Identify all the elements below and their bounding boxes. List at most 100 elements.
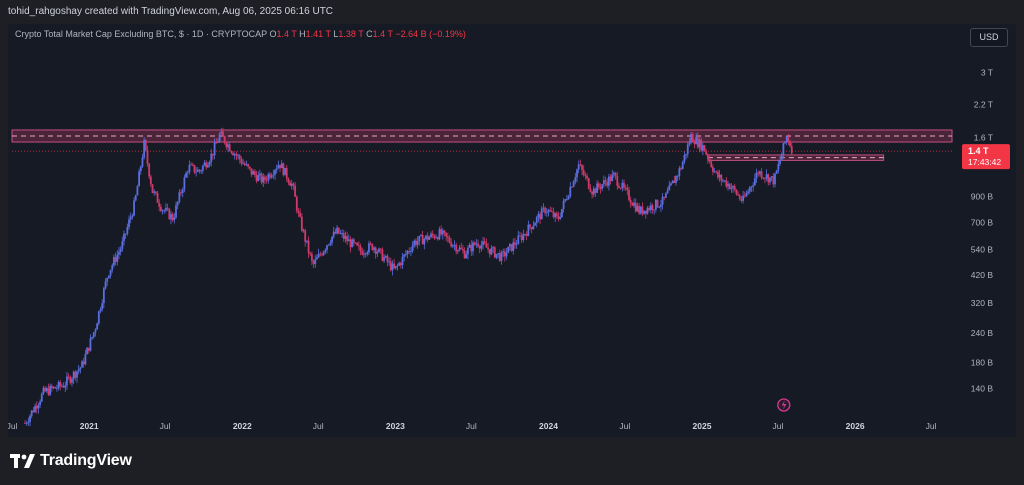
candle-body: [607, 176, 610, 186]
price-axis[interactable]: [952, 24, 1016, 437]
candle: [654, 199, 657, 213]
candle-body: [341, 233, 344, 234]
candle: [305, 240, 308, 244]
candle: [253, 169, 256, 178]
candle-body: [87, 347, 90, 351]
candle-body: [97, 311, 100, 324]
candle: [785, 135, 788, 146]
candle: [302, 228, 305, 233]
candle: [477, 239, 479, 249]
candle: [86, 346, 88, 355]
candle: [151, 184, 154, 194]
candle-body: [381, 249, 384, 261]
candle: [102, 286, 105, 309]
y-tick-label: 320 B: [971, 298, 994, 308]
candle-body: [574, 177, 577, 182]
candle-body: [604, 180, 607, 183]
candle-body: [532, 225, 535, 230]
candle: [232, 151, 234, 156]
last-price-badge[interactable]: [962, 144, 1010, 170]
candle-body: [712, 166, 714, 172]
candle-body: [92, 332, 95, 337]
candle-body: [639, 206, 642, 214]
candle-body: [688, 142, 691, 145]
candle-body: [190, 164, 193, 166]
candle: [581, 163, 583, 176]
candle: [723, 180, 726, 183]
candle: [213, 138, 216, 160]
candle: [91, 336, 94, 340]
candle: [564, 198, 567, 203]
candle: [54, 386, 57, 389]
candle-body: [706, 154, 709, 160]
candle: [705, 148, 708, 156]
candle-body: [62, 385, 65, 388]
candle: [631, 201, 634, 206]
candle: [180, 189, 182, 196]
candle-body: [72, 371, 75, 379]
candle: [638, 202, 640, 216]
support-zone[interactable]: [707, 154, 885, 161]
time-axis[interactable]: [8, 418, 952, 437]
candle-body: [540, 208, 543, 220]
candle-body: [656, 199, 659, 208]
candle-body: [577, 164, 580, 170]
candle: [181, 187, 184, 198]
candle-body: [701, 145, 704, 151]
candle-body: [50, 385, 53, 389]
x-tick-label: Jul: [772, 421, 783, 431]
candle-body: [201, 165, 204, 171]
candle: [154, 191, 157, 196]
candle-body: [515, 244, 518, 245]
candle: [74, 369, 77, 381]
candle-body: [425, 235, 427, 239]
candle-body: [420, 234, 422, 236]
candle: [119, 246, 122, 256]
event-marker-icon[interactable]: [777, 398, 791, 412]
candle: [685, 153, 687, 160]
tradingview-logo-icon: [10, 453, 36, 469]
candle: [673, 175, 676, 184]
candle-body: [327, 244, 330, 246]
candle: [359, 243, 362, 256]
candle: [324, 248, 327, 255]
candle-body: [376, 251, 379, 254]
candle-body: [631, 203, 634, 206]
candle: [758, 170, 761, 177]
candle-body: [599, 186, 602, 189]
candle: [712, 164, 714, 176]
candle-body: [512, 242, 515, 251]
candle-body: [614, 172, 617, 176]
candle-body: [764, 177, 766, 179]
candle-body: [153, 191, 156, 193]
candle-body: [30, 410, 33, 416]
candle-body: [634, 202, 637, 212]
candle: [706, 153, 709, 164]
candle-body: [248, 166, 251, 169]
candle: [304, 228, 307, 247]
candle: [126, 223, 129, 236]
candle-body: [668, 185, 671, 191]
candle: [480, 240, 483, 252]
candle-body: [203, 162, 206, 166]
candle: [639, 205, 642, 215]
candle-body: [462, 249, 464, 251]
symbol-name[interactable]: Crypto Total Market Cap Excluding BTC, $…: [15, 29, 267, 39]
candle: [332, 226, 335, 239]
candle-body: [403, 254, 406, 257]
candle-body: [463, 250, 466, 259]
currency-button[interactable]: USD: [970, 28, 1008, 47]
candle-body: [507, 246, 510, 253]
candle: [410, 247, 412, 257]
candle-body: [618, 185, 620, 188]
candle-body: [337, 227, 340, 234]
candle: [733, 183, 736, 192]
candle: [356, 242, 359, 247]
candle: [230, 150, 233, 155]
candle: [225, 141, 228, 150]
candle: [445, 232, 448, 242]
candle: [535, 215, 538, 228]
tradingview-logo[interactable]: TradingView: [10, 452, 132, 470]
